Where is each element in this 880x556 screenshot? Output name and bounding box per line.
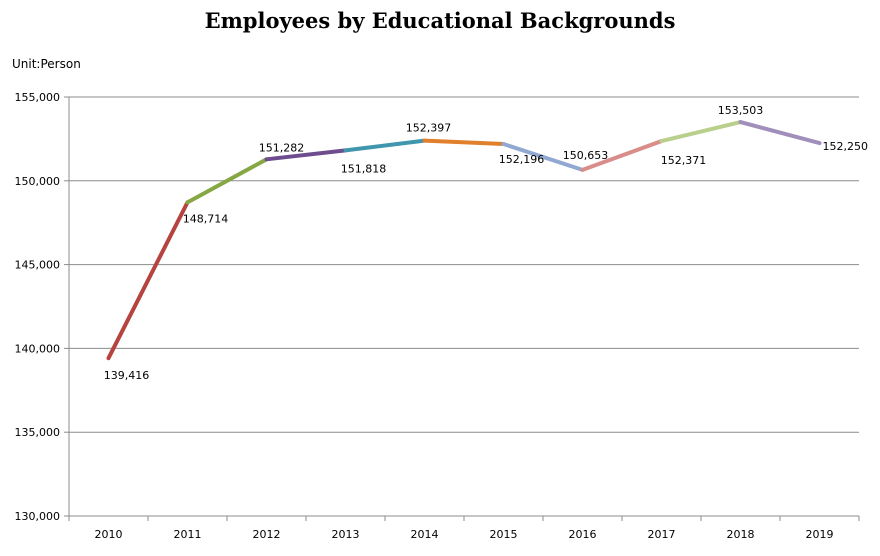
line-segment bbox=[422, 138, 506, 146]
y-tick-label: 155,000 bbox=[15, 91, 61, 104]
x-tick-label: 2013 bbox=[332, 528, 360, 541]
y-tick-label: 145,000 bbox=[15, 259, 61, 272]
x-tick-label: 2012 bbox=[253, 528, 281, 541]
x-tick-label: 2010 bbox=[95, 528, 123, 541]
data-label: 152,196 bbox=[499, 153, 545, 166]
data-label: 152,397 bbox=[406, 122, 452, 135]
x-tick-label: 2014 bbox=[411, 528, 439, 541]
y-tick-label: 150,000 bbox=[15, 175, 61, 188]
x-axis: 2010 2011 2012 2013 2014 2015 2016 2017 2018 2019 bbox=[68, 97, 860, 541]
x-tick-label: 2011 bbox=[174, 528, 202, 541]
x-tick-label: 2017 bbox=[648, 528, 676, 541]
x-tick-label: 2019 bbox=[806, 528, 834, 541]
line-segment bbox=[501, 141, 585, 172]
line-segment bbox=[580, 139, 664, 172]
line-segment bbox=[185, 157, 269, 205]
line-segment bbox=[106, 200, 190, 361]
data-label: 148,714 bbox=[183, 212, 229, 225]
y-axis-ticks: 130,000 135,000 140,000 145,000 150,000 155,0… bbox=[15, 91, 69, 523]
data-label: 151,818 bbox=[341, 162, 387, 175]
data-label: 150,653 bbox=[563, 149, 609, 162]
unit-label: Unit:Person bbox=[12, 57, 81, 71]
line-segment bbox=[738, 120, 822, 146]
data-label: 139,416 bbox=[104, 369, 150, 382]
y-tick-label: 130,000 bbox=[15, 510, 61, 523]
data-label: 152,371 bbox=[661, 154, 707, 167]
line-segment bbox=[343, 138, 427, 153]
x-tick-label: 2016 bbox=[569, 528, 597, 541]
data-labels: 139,416 148,714 151,282 151,818 152,397 152,1… bbox=[104, 104, 868, 382]
line-segment bbox=[264, 148, 348, 162]
data-label: 152,250 bbox=[823, 140, 869, 153]
chart-title: Employees by Educational Backgrounds bbox=[204, 8, 676, 33]
line-segment bbox=[659, 120, 743, 144]
x-tick-label: 2018 bbox=[727, 528, 755, 541]
data-label: 151,282 bbox=[259, 141, 305, 154]
y-tick-label: 135,000 bbox=[15, 426, 61, 439]
gridlines bbox=[69, 96, 859, 433]
line-segments bbox=[106, 120, 822, 361]
data-label: 153,503 bbox=[718, 104, 764, 117]
x-tick-label: 2015 bbox=[490, 528, 518, 541]
y-tick-label: 140,000 bbox=[15, 342, 61, 355]
